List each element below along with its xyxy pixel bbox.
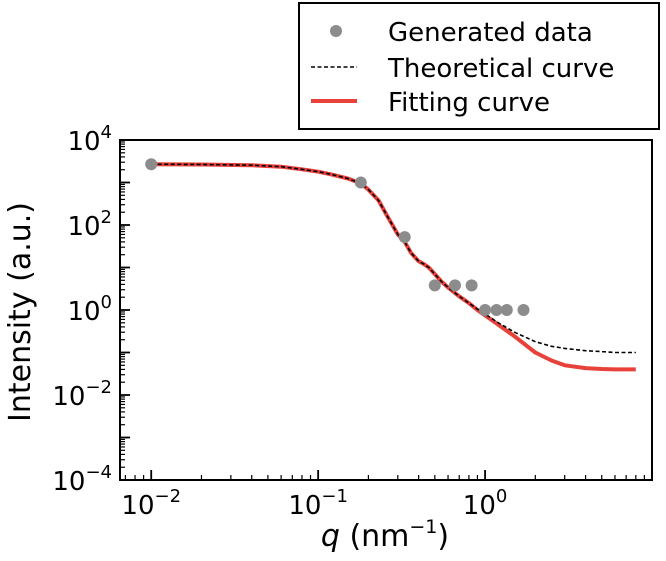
theoretical-curve-line [151,163,636,354]
ticks-layer: 10−2 10−1 100 104 102 100 10−2 10−4 [52,122,653,521]
x-axis-var: q [321,519,340,554]
data-point [449,279,461,292]
data-point [517,304,530,316]
x-axis-unit-exp: −1 [409,516,437,538]
y-tick-label: 10−2 [52,377,112,412]
legend: Generated data Theoretical curve Fitting… [298,2,660,130]
x-tick-label: 10−2 [121,486,181,521]
x-axis-unit-suffix: ) [437,519,449,554]
y-axis-label: Intensity (a.u.) [3,202,38,422]
y-tick-label: 100 [67,292,112,327]
legend-box [298,2,660,130]
legend-label-generated: Generated data [388,18,593,48]
data-point [354,176,367,189]
plot-layer [145,158,636,372]
data-point [490,304,503,316]
fitting-curve-line [151,162,636,372]
legend-marker-generated [330,25,342,37]
plot-frame [119,139,653,481]
data-point [500,304,513,316]
legend-label-fitting: Fitting curve [388,88,550,118]
data-point [145,158,158,171]
data-point [465,279,478,292]
y-tick-label: 10−4 [52,462,112,497]
y-tick-label: 102 [67,207,112,242]
x-axis-unit-prefix: (nm [340,519,409,554]
data-point [398,231,411,244]
x-axis-label: q (nm−1) [321,516,449,554]
y-tick-label: 104 [67,122,112,157]
data-point [428,279,441,292]
legend-label-theoretical: Theoretical curve [387,54,614,84]
x-tick-label: 100 [463,486,508,521]
x-tick-label: 10−1 [288,486,348,521]
data-point [479,304,492,316]
